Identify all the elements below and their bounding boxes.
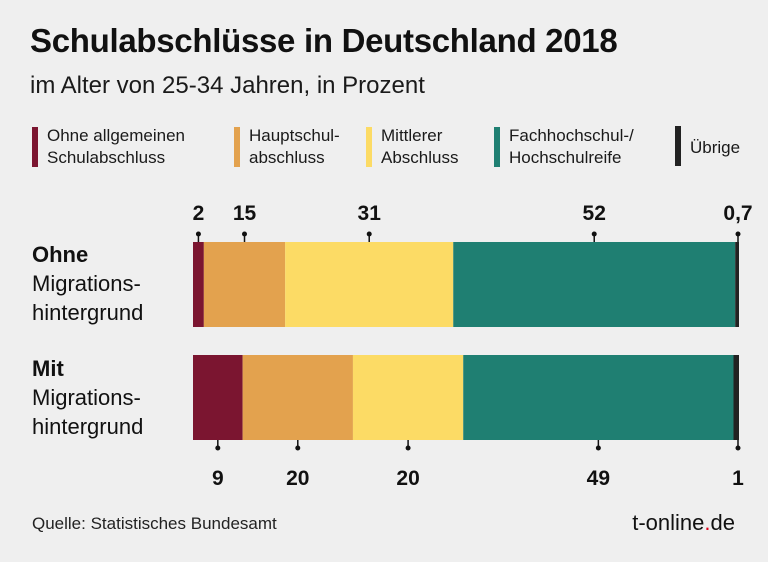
value-tick-dot <box>295 445 301 451</box>
value-tick-dot <box>366 231 372 237</box>
value-label: 20 <box>286 467 309 490</box>
chart-title: Schulabschlüsse in Deutschland 2018 <box>30 22 618 59</box>
bar-segment <box>193 355 243 440</box>
row-label-bold: Mit <box>32 356 64 381</box>
bar-segment <box>193 242 204 327</box>
value-tick-dot <box>195 231 201 237</box>
value-label: 1 <box>732 467 744 490</box>
legend-item: Fachhochschul-/ Hochschulreife <box>494 125 634 169</box>
row-label-text: Migrations- hintergrund <box>32 271 144 325</box>
value-tick-dot <box>735 231 741 237</box>
brand-text: t-online <box>632 510 705 535</box>
row-label-mit: Mit Migrations- hintergrund <box>32 354 143 441</box>
legend-item: Hauptschul- abschluss <box>234 125 340 169</box>
legend-label: Mittlerer Abschluss <box>381 126 459 167</box>
value-label: 31 <box>358 202 382 225</box>
legend-swatch <box>32 127 38 167</box>
value-tick-dot <box>735 445 741 451</box>
value-label: 52 <box>583 202 606 225</box>
legend-label: Übrige <box>690 138 741 157</box>
source-note: Quelle: Statistisches Bundesamt <box>32 514 277 533</box>
value-tick-dot <box>595 445 601 451</box>
legend-label: Fachhochschul-/ Hochschulreife <box>509 126 634 167</box>
chart-subtitle: im Alter von 25-34 Jahren, in Prozent <box>30 72 425 99</box>
bar-segment <box>463 355 734 440</box>
legend-item: Ohne allgemeinen Schulabschluss <box>32 125 185 169</box>
value-tick-dot <box>215 445 221 451</box>
value-label: 9 <box>212 467 224 490</box>
bar-segment <box>352 355 464 440</box>
bar-segment <box>242 355 353 440</box>
row-label-text: Migrations- hintergrund <box>32 385 144 439</box>
brand-dot: . <box>704 510 711 535</box>
value-label: 0,7 <box>723 202 752 225</box>
value-label: 20 <box>396 467 419 490</box>
brand-tld: de <box>710 510 735 535</box>
legend-swatch <box>366 127 372 167</box>
row-label-bold: Ohne <box>32 242 89 267</box>
bar-segment <box>733 355 739 440</box>
value-tick-dot <box>242 231 248 237</box>
legend-label: Hauptschul- abschluss <box>249 126 340 167</box>
bar-segment <box>453 242 736 327</box>
brand-logo: t-online.de <box>632 510 735 536</box>
legend-swatch <box>675 126 681 166</box>
legend-swatch <box>494 127 500 167</box>
row-label-ohne: Ohne Migrations- hintergrund <box>32 240 143 327</box>
bar-segment <box>735 242 739 327</box>
value-tick-dot <box>591 231 597 237</box>
legend-item: Übrige <box>675 126 741 166</box>
value-label: 15 <box>233 202 257 225</box>
value-label: 2 <box>193 202 205 225</box>
value-label: 49 <box>587 467 610 490</box>
legend-item: Mittlerer Abschluss <box>366 125 458 169</box>
legend-swatch <box>234 127 240 167</box>
value-tick-dot <box>405 445 411 451</box>
bar-segment <box>203 242 286 327</box>
bar-segment <box>285 242 454 327</box>
legend-label: Ohne allgemeinen Schulabschluss <box>47 126 185 167</box>
